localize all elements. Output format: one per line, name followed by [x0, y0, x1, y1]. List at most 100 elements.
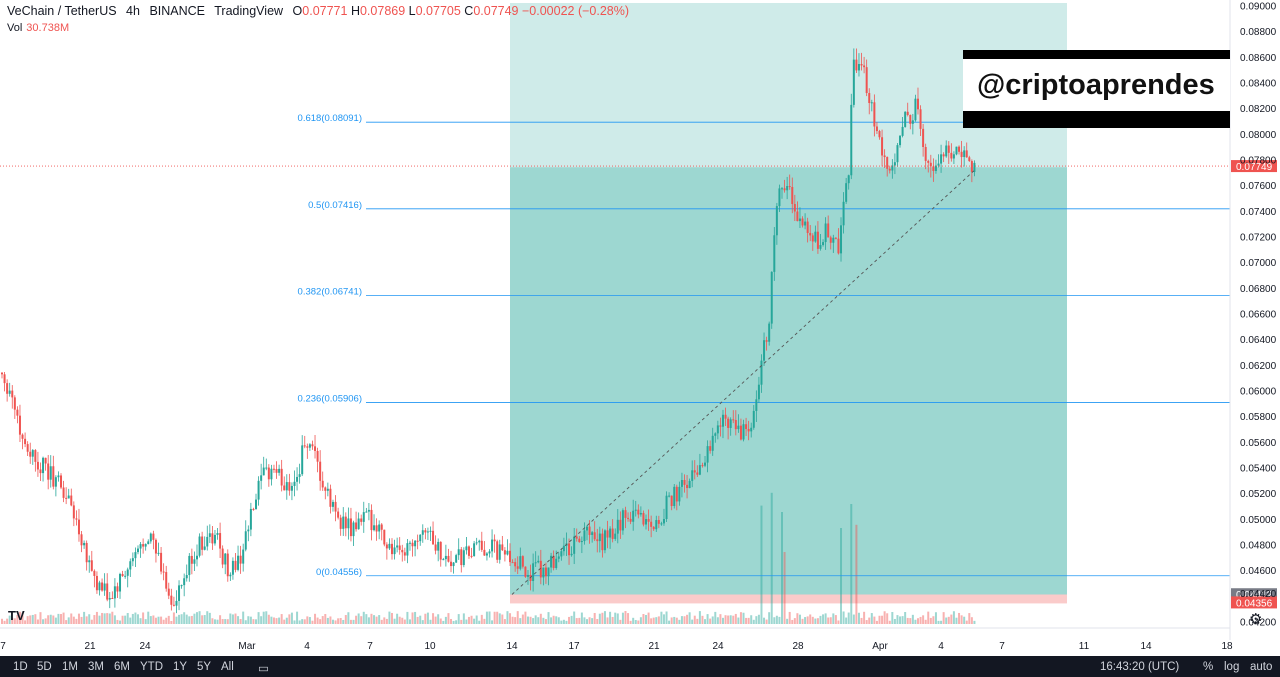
candle-body: [367, 509, 370, 512]
low-label: L: [408, 4, 416, 18]
candle-body: [375, 525, 378, 532]
candle-body: [655, 520, 658, 530]
volume-bar: [1, 618, 3, 624]
volume-bar: [129, 617, 132, 624]
time-axis[interactable]: 7 21 24 Mar 4 7 10 14 17 21 24 28 Apr 4 7 11 14 18: [0, 627, 1233, 652]
candle-body: [496, 541, 499, 560]
candle-body: [52, 466, 55, 487]
volume-bar: [706, 614, 709, 624]
close-label: C: [464, 4, 474, 18]
volume-bar: [147, 611, 150, 624]
range-1y[interactable]: 1Y: [173, 661, 188, 673]
candle-body: [824, 223, 827, 243]
candle-body: [781, 188, 783, 190]
volume-bar: [432, 613, 435, 624]
volume-bar: [511, 616, 514, 624]
volume-bar: [765, 619, 768, 624]
volume-bar: [793, 618, 796, 624]
time-tick-label: 24: [139, 641, 151, 652]
candle-body: [478, 540, 481, 543]
candle-body: [260, 475, 263, 481]
range-5d[interactable]: 5D: [37, 661, 52, 673]
volume-bar: [822, 614, 825, 624]
volume-bar: [724, 615, 727, 624]
symbol-name[interactable]: VeChain / TetherUS: [7, 4, 117, 18]
stop-b-label: 0.04356: [1236, 598, 1273, 609]
volume-bar: [116, 619, 119, 624]
volume-bar: [16, 615, 19, 624]
volume-bar: [352, 619, 355, 624]
candle-body: [324, 487, 327, 491]
candle-body: [106, 583, 109, 600]
brand-label: TradingView: [214, 4, 284, 18]
candle-body: [131, 558, 134, 562]
volume-bar: [183, 612, 186, 624]
volume-bar: [447, 613, 450, 624]
candle-body: [832, 237, 835, 243]
volume-bar: [57, 613, 60, 624]
price-tick-label: 0.06200: [1240, 361, 1277, 372]
volume-bar: [424, 613, 427, 624]
volume-bar: [319, 619, 322, 624]
volume-bar: [355, 615, 358, 624]
volume-bar: [83, 611, 86, 624]
candle-body: [688, 480, 691, 489]
percent-toggle[interactable]: %: [1203, 661, 1214, 673]
range-ytd[interactable]: YTD: [140, 661, 163, 673]
candle-body: [940, 154, 943, 164]
volume-bar: [516, 611, 519, 624]
range-3m[interactable]: 3M: [88, 661, 104, 673]
candle-body: [624, 510, 627, 518]
log-toggle[interactable]: log: [1224, 661, 1240, 673]
interval-label[interactable]: 4h: [126, 4, 140, 18]
volume-bars: [1, 492, 976, 624]
candle-body: [365, 511, 368, 513]
volume-bar: [95, 611, 98, 624]
volume-bar: [958, 612, 961, 624]
price-tick-label: 0.07200: [1240, 233, 1277, 244]
volume-bar: [483, 618, 486, 624]
volume-bar: [249, 616, 252, 624]
auto-toggle[interactable]: auto: [1250, 661, 1273, 673]
range-1m[interactable]: 1M: [62, 661, 78, 673]
time-tick-label: 28: [792, 641, 804, 652]
volume-bar: [272, 617, 275, 624]
volume-bar: [290, 612, 293, 624]
calendar-icon[interactable]: ▭: [258, 663, 269, 675]
clock-label[interactable]: 16:43:20 (UTC): [1100, 661, 1180, 673]
volume-bar: [601, 612, 604, 624]
candle-body: [167, 588, 170, 596]
volume-bar: [170, 620, 173, 624]
price-tick-label: 0.08800: [1240, 27, 1277, 38]
range-1d[interactable]: 1D: [13, 661, 28, 673]
tradingview-logo-icon[interactable]: TV: [8, 608, 25, 623]
volume-bar: [180, 614, 183, 624]
candle-body: [575, 536, 578, 539]
volume-bar: [714, 611, 717, 624]
candle-body: [698, 465, 701, 475]
candle-body: [101, 582, 104, 591]
candle-body: [922, 128, 925, 147]
gear-icon[interactable]: ⚙: [1249, 611, 1263, 628]
volume-bar: [493, 611, 496, 624]
candle-body: [904, 111, 907, 127]
range-6m[interactable]: 6M: [114, 661, 130, 673]
range-all[interactable]: All: [221, 661, 234, 673]
close-value: 0.07749: [473, 4, 519, 18]
price-axis[interactable]: 0.09000 0.08800 0.08600 0.08400 0.08200 0.080…: [1229, 0, 1277, 640]
candle-body: [252, 508, 255, 510]
volume-bar: [3, 620, 6, 624]
range-5y[interactable]: 5Y: [197, 661, 212, 673]
volume-bar: [783, 552, 786, 624]
volume-bar: [924, 619, 927, 624]
volume-bar: [370, 613, 373, 624]
candle-body: [855, 59, 858, 71]
candle-body: [6, 383, 9, 394]
volume-bar: [914, 619, 917, 624]
candle-body: [444, 555, 447, 560]
volume-bar: [809, 614, 812, 624]
volume-bar: [426, 612, 429, 624]
bottom-toolbar: 1D 5D 1M 3M 6M YTD 1Y 5Y All ▭ 16:43:20 …: [0, 656, 1280, 677]
price-tick-label: 0.08600: [1240, 53, 1277, 64]
candle-body: [16, 409, 19, 416]
